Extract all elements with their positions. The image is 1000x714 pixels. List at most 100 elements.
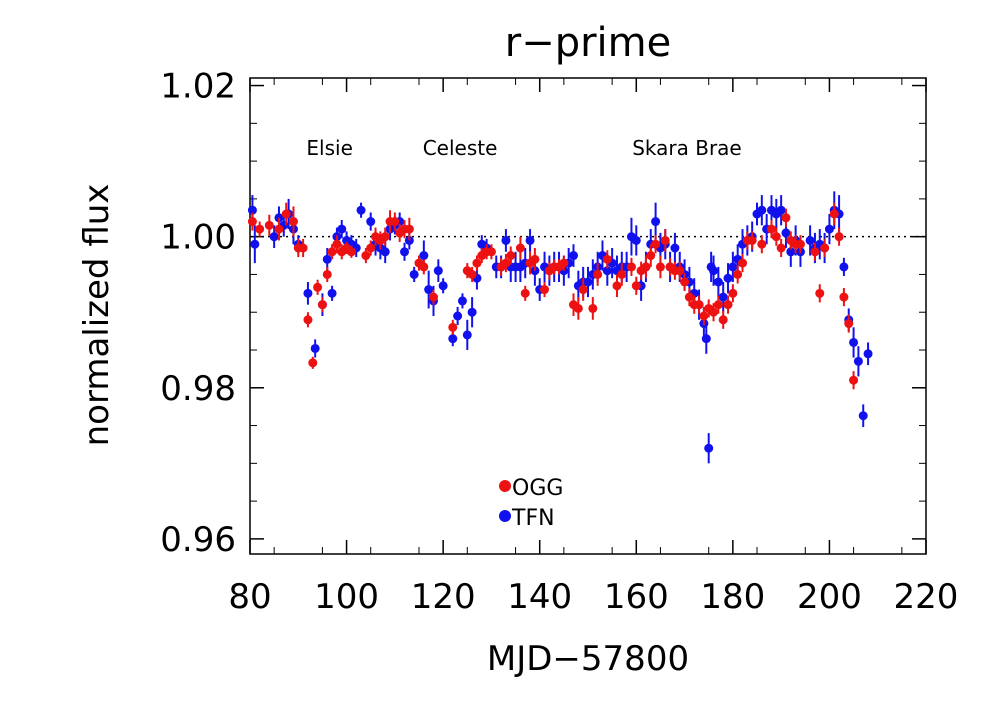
data-point	[424, 285, 434, 295]
data-point	[694, 300, 704, 310]
region-annotation: Celeste	[423, 136, 498, 160]
data-point	[757, 205, 767, 215]
data-point	[858, 411, 868, 421]
data-point	[713, 277, 723, 287]
x-tick-label: 140	[507, 577, 572, 617]
y-axis-label: normalized flux	[77, 184, 117, 447]
plot-frame	[249, 77, 927, 555]
data-point	[356, 205, 366, 215]
data-point	[467, 269, 477, 279]
data-point	[728, 288, 738, 298]
data-point	[781, 213, 791, 223]
data-point	[723, 300, 733, 310]
data-point	[747, 235, 757, 245]
data-point	[486, 247, 496, 257]
data-point	[863, 349, 873, 359]
data-point	[805, 235, 815, 245]
data-point	[829, 209, 839, 219]
data-point	[467, 307, 477, 317]
data-point	[303, 288, 313, 298]
data-point	[853, 356, 863, 366]
data-point	[593, 269, 603, 279]
data-point	[709, 307, 719, 317]
data-point	[559, 258, 569, 268]
data-point	[438, 281, 448, 291]
data-point	[390, 217, 400, 227]
data-point	[264, 220, 274, 230]
legend-label: OGG	[512, 476, 563, 501]
x-tick-label: 100	[314, 577, 379, 617]
data-point	[453, 311, 463, 321]
data-point	[641, 262, 651, 272]
data-point	[795, 239, 805, 249]
x-tick-label: 180	[700, 577, 765, 617]
data-point	[380, 232, 390, 242]
data-point	[346, 247, 356, 257]
data-point	[322, 269, 332, 279]
data-point	[404, 224, 414, 234]
data-point	[400, 247, 410, 257]
data-point	[448, 322, 458, 332]
x-tick-label: 220	[894, 577, 959, 617]
data-point	[501, 258, 511, 268]
data-point	[781, 228, 791, 238]
legend-label: TFN	[511, 506, 555, 531]
data-point	[583, 277, 593, 287]
data-point	[820, 243, 830, 253]
data-point	[472, 258, 482, 268]
data-point	[366, 243, 376, 253]
data-point	[525, 235, 535, 245]
data-point	[366, 217, 376, 227]
data-point	[462, 330, 472, 340]
data-point	[786, 247, 796, 257]
data-point	[327, 288, 337, 298]
annotations: Elsie Celeste Skara Brae	[306, 136, 741, 160]
y-tick-label: 1.00	[160, 218, 236, 258]
data-point	[247, 217, 257, 227]
data-point	[573, 303, 583, 313]
data-point	[849, 337, 859, 347]
x-tick-label: 120	[411, 577, 476, 617]
data-point	[361, 251, 371, 261]
data-point	[617, 269, 627, 279]
data-point	[255, 224, 265, 234]
data-point	[655, 262, 665, 272]
data-point	[540, 285, 550, 295]
data-point	[303, 315, 313, 325]
data-point	[250, 239, 260, 249]
data-point	[699, 311, 709, 321]
data-point	[815, 288, 825, 298]
data-point	[675, 266, 685, 276]
data-point	[332, 239, 342, 249]
x-tick-label: 200	[797, 577, 862, 617]
data-point	[428, 292, 438, 302]
data-point	[834, 232, 844, 242]
data-point	[728, 262, 738, 272]
data-point	[501, 235, 511, 245]
data-point	[776, 243, 786, 253]
x-tick-label: 80	[228, 577, 271, 617]
chart-title: r−prime	[505, 20, 671, 66]
data-point	[520, 288, 530, 298]
data-point	[337, 224, 347, 234]
data-point	[247, 205, 257, 215]
data-point	[839, 292, 849, 302]
data-point	[684, 292, 694, 302]
data-point	[433, 266, 443, 276]
y-tick-label: 0.96	[160, 520, 236, 560]
data-point	[776, 205, 786, 215]
data-point	[713, 300, 723, 310]
x-tick-label: 160	[604, 577, 669, 617]
data-point	[718, 292, 728, 302]
data-point	[670, 243, 680, 253]
data-series	[247, 191, 873, 464]
data-point	[281, 209, 291, 219]
data-point	[839, 262, 849, 272]
data-point	[766, 224, 776, 234]
data-point	[631, 281, 641, 291]
data-point	[409, 269, 419, 279]
data-point	[448, 334, 458, 344]
data-point	[733, 269, 743, 279]
data-point	[274, 224, 284, 234]
